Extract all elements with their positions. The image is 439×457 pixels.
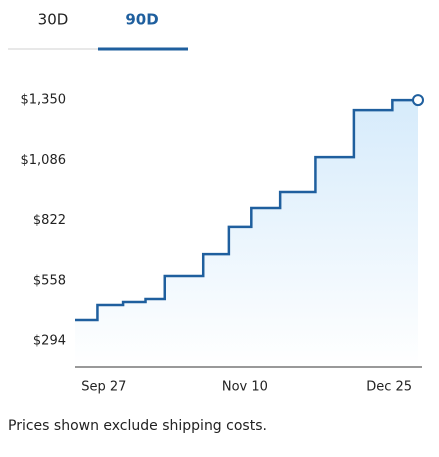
y-tick-label: $822 xyxy=(33,213,66,228)
footnote: Prices shown exclude shipping costs. xyxy=(8,418,267,434)
y-tick-label: $294 xyxy=(33,333,66,348)
x-tick-label: Nov 10 xyxy=(222,380,268,395)
tab[interactable]: 90D xyxy=(125,11,158,29)
x-tick-label: Sep 27 xyxy=(81,380,126,395)
price-line xyxy=(75,98,418,322)
price-area xyxy=(75,100,418,368)
tab[interactable]: 30D xyxy=(38,11,69,29)
current-price-marker xyxy=(412,94,424,107)
y-tick-label: $1,350 xyxy=(21,93,67,108)
x-tick-label: Dec 25 xyxy=(366,380,412,395)
y-tick-label: $1,086 xyxy=(21,153,67,168)
y-tick-label: $558 xyxy=(33,273,66,288)
